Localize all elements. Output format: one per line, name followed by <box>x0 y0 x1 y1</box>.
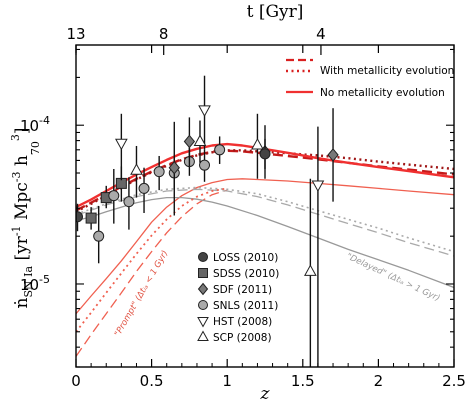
data-point-snls <box>93 230 105 242</box>
x-tick-label: 1 <box>222 372 232 390</box>
data-point-snls <box>199 159 211 171</box>
legend-label: SDF (2011) <box>213 284 272 296</box>
x-tick-label: 0.5 <box>140 372 164 390</box>
y-tick-label: 10-5 <box>20 273 50 294</box>
top-axis-tick-label: 4 <box>316 25 326 43</box>
series-line <box>76 178 454 315</box>
data-point-scp <box>304 264 317 276</box>
x-tick-label: 1.5 <box>291 372 315 390</box>
data-point-snls <box>123 196 135 208</box>
data-point-loss <box>76 211 84 223</box>
top-axis-title: t [Gyr] <box>247 2 304 22</box>
legend-label: HST (2008) <box>213 316 272 328</box>
plot-frame <box>75 44 455 368</box>
data-point-scp <box>193 134 207 146</box>
data-point-scp <box>251 138 264 150</box>
data-point-scp <box>130 163 143 175</box>
x-tick-label: 2 <box>374 372 384 390</box>
legend-label: LOSS (2010) <box>213 252 278 264</box>
x-tick-label: 2.5 <box>442 372 466 390</box>
data-point-sdf <box>327 148 339 162</box>
legend-marker-sdf <box>197 282 209 296</box>
series-line <box>76 149 454 213</box>
series-line <box>76 186 454 253</box>
series-line <box>76 196 454 289</box>
legend-marker-loss <box>198 252 208 262</box>
model-curves <box>76 142 454 357</box>
series-line <box>76 187 228 333</box>
data-points <box>76 75 339 367</box>
legend-marker-sdss <box>198 268 208 278</box>
data-point-snls <box>138 182 150 194</box>
legend-label: SDSS (2010) <box>213 268 279 280</box>
data-point-sdss <box>85 212 97 224</box>
data-point-loss <box>259 148 271 160</box>
data-point-sdf <box>183 134 196 149</box>
data-point-snls <box>108 190 120 202</box>
axes: 0 0.5 1 1.5 2 2.5 10-5 10-4 13 8 4 t [Gyr] z ṅSN Ia [… <box>9 2 466 404</box>
legend-label-with-metallicity: With metallicity evolution <box>320 65 454 77</box>
x-axis-title: z <box>260 384 271 404</box>
legend-marker-scp <box>197 330 209 341</box>
data-point-snls <box>214 144 226 156</box>
y-axis-title: ṅSN Ia [yr-1 Mpc-3 h703] <box>9 128 42 309</box>
legend-label: SCP (2008) <box>213 332 272 344</box>
data-point-hst <box>198 105 211 117</box>
legend-marker-hst <box>197 317 209 328</box>
data-point-hst <box>115 138 128 151</box>
top-axis-tick-label: 13 <box>66 25 85 43</box>
data-point-hst <box>311 180 325 193</box>
legend-marker-snls <box>198 300 208 310</box>
legend: With metallicity evolution No metallicity… <box>197 58 454 344</box>
data-point-sdf <box>168 160 180 175</box>
data-point-snls <box>153 166 165 178</box>
y-tick-label: 10-4 <box>20 114 50 135</box>
prompt-label: "Prompt" (Δtᵢₐ < 1 Gyr) <box>113 249 171 339</box>
legend-label: SNLS (2011) <box>213 300 278 312</box>
legend-label-no-metallicity: No metallicity evolution <box>320 87 445 99</box>
top-axis-tick-label: 8 <box>159 25 169 43</box>
x-tick-label: 0 <box>71 372 81 390</box>
